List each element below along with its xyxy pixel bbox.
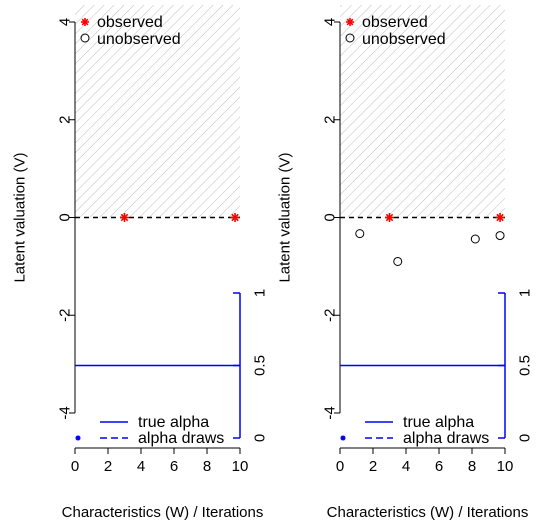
- y-axis-label: Latent valuation (V): [12, 152, 29, 282]
- x-tick-label: 8: [468, 458, 476, 475]
- unobserved-point: [470, 234, 480, 244]
- secondary-tick-label: 0: [252, 434, 269, 442]
- secondary-tick-label: 1: [252, 289, 269, 297]
- y-tick-label: 0: [57, 213, 74, 221]
- secondary-tick-label: 1: [517, 289, 534, 297]
- secondary-tick-label: 0.5: [517, 355, 534, 376]
- legend-alpha-draws-label: alpha draws: [138, 430, 224, 447]
- x-tick-label: 4: [137, 458, 145, 475]
- y-tick-label: 4: [57, 18, 74, 26]
- legend-observed-label: observed: [362, 14, 428, 31]
- x-tick-label: 2: [369, 458, 377, 475]
- observed-point: [495, 213, 505, 222]
- x-tick-label: 10: [497, 458, 514, 475]
- legend-unobserved-marker: [80, 33, 90, 43]
- unobserved-point: [355, 229, 365, 239]
- secondary-tick-label: 0.5: [252, 355, 269, 376]
- x-tick-label: 2: [104, 458, 112, 475]
- legend-alpha-draw-point: [75, 435, 81, 441]
- x-tick-label: 6: [435, 458, 443, 475]
- x-axis-label: Characteristics (W) / Iterations: [327, 504, 529, 521]
- y-tick-label: -4: [322, 406, 339, 419]
- legend-unobserved-label: unobserved: [362, 31, 446, 48]
- y-tick-label: 2: [322, 116, 339, 124]
- y-tick-label: -2: [322, 309, 339, 322]
- legend-unobserved-label: unobserved: [97, 31, 181, 48]
- secondary-tick-label: 0: [517, 434, 534, 442]
- legend-alpha-draws-label: alpha draws: [403, 430, 489, 447]
- legend-observed-marker: [81, 18, 89, 26]
- observed-point: [230, 213, 240, 222]
- legend-unobserved-marker: [345, 33, 355, 43]
- y-tick-label: 2: [57, 116, 74, 124]
- observed-point: [120, 213, 129, 222]
- x-tick-label: 4: [402, 458, 410, 475]
- x-axis-label: Characteristics (W) / Iterations: [62, 504, 264, 521]
- y-axis-label: Latent valuation (V): [277, 152, 294, 282]
- observed-point: [385, 213, 394, 222]
- unobserved-point: [393, 256, 403, 266]
- legend-observed-marker: [346, 18, 354, 26]
- x-tick-label: 0: [71, 458, 79, 475]
- unobserved-point: [495, 231, 505, 241]
- y-tick-label: 0: [322, 213, 339, 221]
- legend-true-alpha-label: true alpha: [138, 414, 209, 431]
- x-tick-label: 6: [170, 458, 178, 475]
- x-tick-label: 8: [203, 458, 211, 475]
- y-tick-label: -2: [57, 309, 74, 322]
- legend-alpha-draw-point: [340, 435, 346, 441]
- hatched-region: [340, 5, 505, 218]
- y-tick-label: 4: [322, 18, 339, 26]
- hatched-region: [75, 5, 240, 218]
- legend-true-alpha-label: true alpha: [403, 414, 474, 431]
- legend-observed-label: observed: [97, 14, 163, 31]
- x-tick-label: 10: [232, 458, 249, 475]
- y-tick-label: -4: [57, 406, 74, 419]
- x-tick-label: 0: [336, 458, 344, 475]
